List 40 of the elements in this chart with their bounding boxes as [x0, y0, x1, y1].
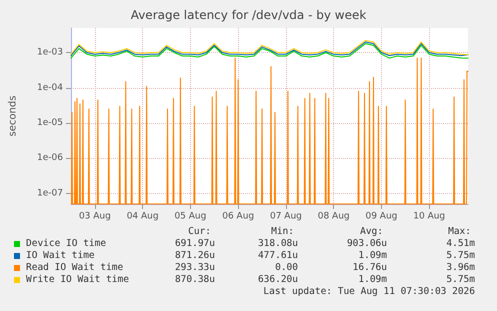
- legend-label: Read IO Wait time: [26, 262, 124, 274]
- text: 870.38u: [174, 274, 215, 286]
- text: 636.20u: [258, 274, 298, 286]
- text: Cur:: [188, 226, 211, 238]
- text: Avg:: [360, 226, 383, 238]
- text: 4.51m: [446, 238, 475, 250]
- y-tick-label: 1e-03: [37, 48, 63, 58]
- x-tick-label: 09 Aug: [365, 212, 398, 222]
- x-tick-label: 05 Aug: [174, 212, 206, 222]
- y-tick-label: 1e-07: [37, 188, 63, 198]
- text: 293.33u: [174, 262, 215, 274]
- legend-label: IO Wait time: [26, 250, 95, 262]
- x-tick-label: 04 Aug: [126, 212, 159, 222]
- text: 16.76u: [352, 262, 387, 274]
- y-axis-title: seconds: [8, 96, 18, 136]
- text: 318.08u: [258, 238, 298, 250]
- chart-title: Average latency for /dev/vda - by week: [130, 8, 366, 22]
- text: 1.09m: [358, 250, 387, 262]
- text: Max:: [448, 226, 471, 238]
- text: 477.61u: [258, 250, 298, 262]
- text: 5.75m: [446, 274, 475, 286]
- legend-label: Device IO time: [26, 238, 106, 250]
- y-tick-label: 1e-04: [37, 82, 64, 93]
- legend-label: Write IO Wait time: [26, 274, 129, 286]
- text: 691.97u: [174, 238, 215, 250]
- x-tick-label: 06 Aug: [222, 212, 254, 222]
- x-tick-label: 07 Aug: [270, 212, 302, 222]
- x-tick-label: 10 Aug: [413, 212, 446, 222]
- text: Last update: Tue Aug 11 07:30:03 2026: [263, 286, 475, 298]
- text: 903.06u: [346, 238, 387, 250]
- text: 5.75m: [446, 250, 475, 262]
- text: 871.26u: [174, 250, 215, 262]
- x-tick-label: 08 Aug: [318, 212, 350, 222]
- y-tick-label: 1e-06: [37, 153, 64, 164]
- x-tick-label: 03 Aug: [78, 212, 111, 222]
- text: 3.96m: [446, 262, 475, 274]
- text: 0.00: [275, 262, 298, 274]
- y-tick-label: 1e-05: [37, 118, 63, 128]
- text: 1.09m: [358, 274, 387, 286]
- text: Min:: [271, 226, 294, 238]
